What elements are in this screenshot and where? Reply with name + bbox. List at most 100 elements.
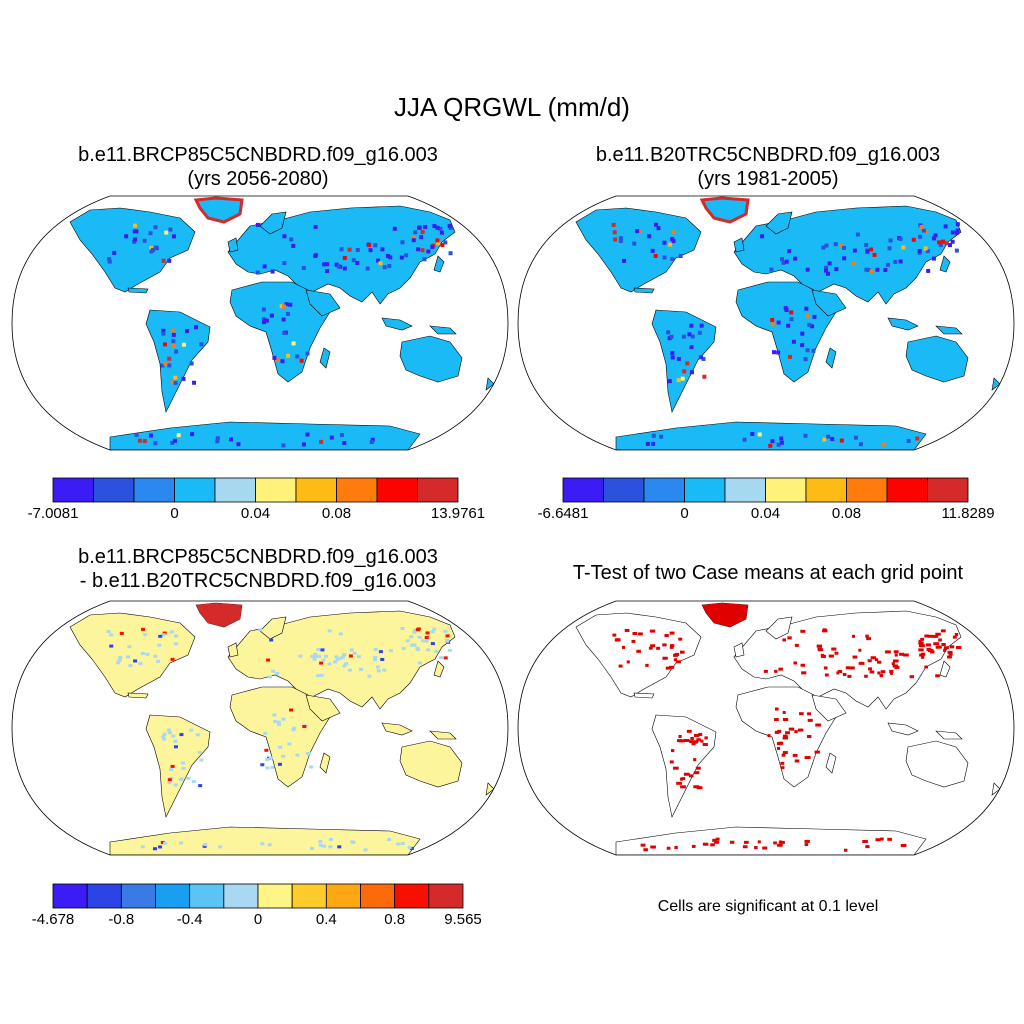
signif-cell <box>776 746 781 750</box>
signif-cell <box>710 843 715 847</box>
land-cuba <box>127 287 149 294</box>
signif-cell <box>773 841 777 845</box>
colorbar-tick-label: 0.4 <box>315 911 337 928</box>
grid-cell <box>158 634 163 638</box>
grid-cell <box>339 247 344 252</box>
grid-cell <box>342 266 347 271</box>
signif-cell <box>696 738 701 742</box>
grid-cell <box>423 224 428 229</box>
signif-cell <box>880 674 884 678</box>
grid-cell <box>262 264 267 269</box>
signif-cell <box>824 673 829 677</box>
land-indonesia <box>887 317 919 331</box>
signif-cell <box>867 659 872 663</box>
grid-cell <box>827 261 832 266</box>
grid-cell <box>124 234 129 239</box>
signif-cell <box>954 633 959 637</box>
grid-cell <box>407 845 412 849</box>
grid-cell <box>295 354 300 359</box>
grid-cell <box>768 443 773 448</box>
signif-cell <box>618 664 623 668</box>
grid-cell <box>189 728 194 732</box>
grid-cell <box>161 328 166 333</box>
grid-cell <box>148 231 153 236</box>
grid-cell <box>434 649 439 653</box>
grid-cell <box>689 345 694 350</box>
map-panel-case2 <box>517 195 1015 451</box>
grid-cell <box>140 845 145 849</box>
signif-cell <box>952 635 957 639</box>
land-cuba <box>633 692 655 699</box>
grid-cell <box>671 239 676 244</box>
grid-cell <box>690 334 695 339</box>
grid-cell <box>698 355 703 360</box>
grid-cell <box>333 660 338 664</box>
colorbar-boxes <box>52 477 459 503</box>
grid-cell <box>198 784 203 788</box>
land-eurasia <box>227 205 456 305</box>
grid-cell <box>769 267 774 272</box>
grid-cell <box>168 227 173 232</box>
grid-cell <box>955 228 960 233</box>
grid-cell <box>779 436 784 441</box>
grid-cell <box>171 344 176 349</box>
grid-cell <box>435 225 440 230</box>
land-south-america <box>145 309 211 413</box>
grid-cell <box>281 317 286 322</box>
grid-cell <box>127 645 132 649</box>
panel-title-line2: - b.e11.B20TRC5CNBDRD.f09_g16.003 <box>79 570 437 592</box>
grid-cell <box>282 234 287 239</box>
signif-cell <box>785 731 790 735</box>
grid-cell <box>911 237 916 242</box>
land-australia <box>399 335 463 383</box>
land-indonesia <box>381 722 413 736</box>
colorbar-tick-label: 0.08 <box>321 505 352 522</box>
map-panel-diff <box>11 600 509 856</box>
signif-cell <box>793 661 798 665</box>
signif-cell <box>762 846 768 850</box>
grid-cell <box>447 223 452 228</box>
signif-cell <box>774 730 780 734</box>
signif-cell <box>712 838 717 842</box>
signif-cell <box>612 633 617 637</box>
land-japan <box>939 255 951 273</box>
signif-cell <box>920 637 925 641</box>
grid-cell <box>107 257 112 262</box>
grid-cell <box>174 349 179 354</box>
signif-cell <box>834 651 839 655</box>
signif-cell <box>799 712 804 716</box>
grid-cell <box>261 307 266 312</box>
grid-cell <box>158 845 163 849</box>
grid-cell <box>173 642 178 646</box>
grid-cell <box>335 657 340 661</box>
signif-cell <box>678 637 683 641</box>
signif-cell <box>797 728 804 732</box>
grid-cells <box>612 603 962 852</box>
grid-cell <box>667 379 672 384</box>
grid-cell <box>264 748 269 752</box>
grid-cell <box>309 765 314 769</box>
grid-cell <box>419 235 424 240</box>
signif-cell <box>894 653 898 657</box>
land-britain <box>227 237 239 253</box>
land-africa <box>735 281 837 383</box>
grid-cell <box>622 258 627 263</box>
signif-cell <box>794 643 799 647</box>
map-frame <box>11 195 509 451</box>
signif-cell <box>935 674 940 678</box>
signif-cell <box>788 727 795 731</box>
grid-cell <box>380 657 385 661</box>
signif-cell <box>774 718 779 722</box>
colorbar-box <box>724 477 766 503</box>
grid-cell <box>350 840 355 844</box>
grid-cell <box>355 260 360 265</box>
grid-cell <box>432 224 437 229</box>
signif-cell <box>782 710 786 714</box>
grid-cell <box>258 628 263 632</box>
signif-cell <box>847 674 852 678</box>
grid-cell <box>885 262 890 267</box>
colorbar-box <box>927 477 969 503</box>
grid-cell <box>161 735 166 739</box>
signif-cell <box>831 647 837 651</box>
signif-cell <box>880 837 884 841</box>
